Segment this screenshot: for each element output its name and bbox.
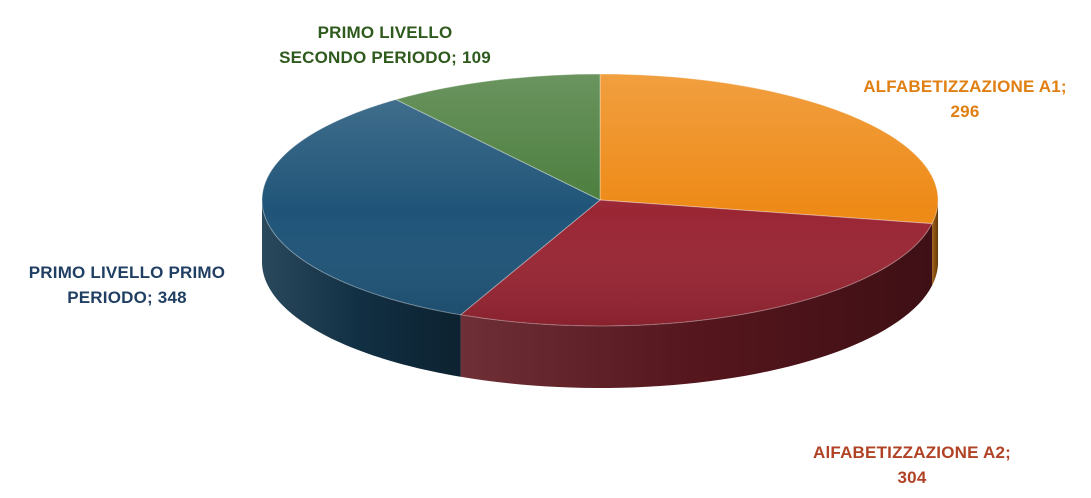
data-label-1: ALFABETIZZAZIONE A1; 296 — [863, 77, 1067, 121]
pie-slice-side-shade-3 — [262, 200, 461, 377]
data-label-4-line-1: PRIMO LIVELLO — [318, 23, 453, 42]
data-labels: ALFABETIZZAZIONE A1; 296 AlFABETIZZAZIONE … — [29, 23, 1067, 487]
data-label-3: PRIMO LIVELLO PRIMO PERIODO; 348 — [29, 263, 225, 307]
data-label-4-line-2: SECONDO PERIODO; 109 — [279, 48, 491, 67]
data-label-2-line-2: 304 — [898, 468, 927, 487]
data-label-1-line-1: ALFABETIZZAZIONE A1; — [863, 77, 1067, 96]
pie-top-gloss — [262, 74, 938, 326]
pie-side-walls — [262, 200, 938, 388]
pie-slice-side-shade-2 — [460, 223, 932, 388]
data-label-3-line-1: PRIMO LIVELLO PRIMO — [29, 263, 225, 282]
data-label-3-line-2: PERIODO; 348 — [67, 288, 187, 307]
data-label-1-line-2: 296 — [951, 102, 980, 121]
pie-slice-side-shade-1 — [932, 200, 938, 286]
pie-top-faces — [261, 73, 939, 327]
data-label-2: AlFABETIZZAZIONE A2; 304 — [813, 443, 1011, 487]
data-label-2-line-1: AlFABETIZZAZIONE A2; — [813, 443, 1011, 462]
data-label-4: PRIMO LIVELLO SECONDO PERIODO; 109 — [279, 23, 491, 67]
